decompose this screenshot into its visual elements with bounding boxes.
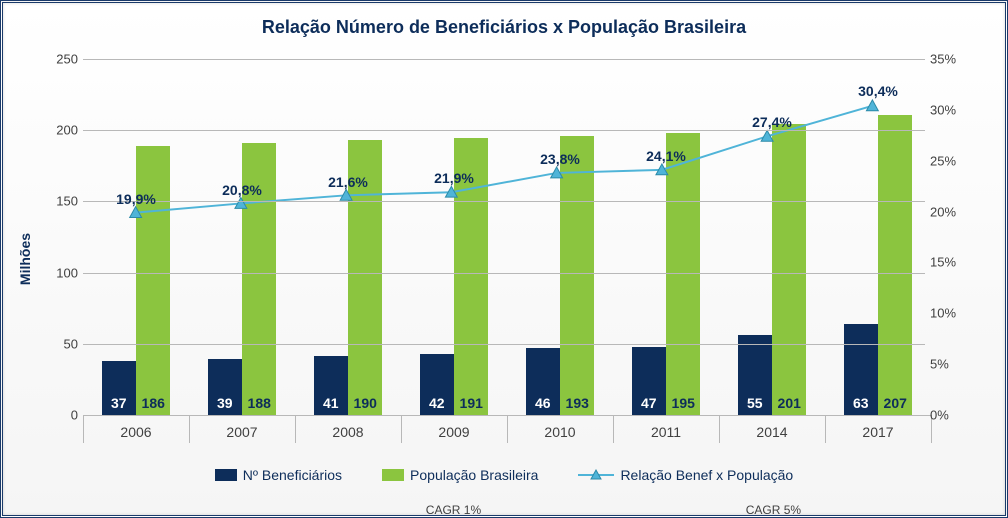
legend: Nº Beneficiários População Brasileira Re… xyxy=(83,467,925,483)
y1-axis-title: Milhões xyxy=(17,233,33,285)
line-value-label: 21,6% xyxy=(328,174,368,190)
legend-item-bar1: Nº Beneficiários xyxy=(215,467,342,483)
x-tick-label: 2014 xyxy=(719,415,825,440)
y2-tick-label: 30% xyxy=(930,102,980,117)
grid-line xyxy=(83,415,925,416)
y2-tick-label: 35% xyxy=(930,52,980,67)
chart-frame: Relação Número de Beneficiários x Popula… xyxy=(0,0,1008,518)
chart-title: Relação Número de Beneficiários x Popula… xyxy=(3,3,1005,44)
line-value-label: 23,8% xyxy=(540,151,580,167)
legend-item-bar2: População Brasileira xyxy=(382,467,538,483)
x-tick-label: 2010 xyxy=(507,415,613,440)
grid-line xyxy=(83,130,925,131)
x-tick-label: 2007 xyxy=(189,415,295,440)
y2-tick-label: 0% xyxy=(930,408,980,423)
grid-line xyxy=(83,201,925,202)
line-value-label: 20,8% xyxy=(222,182,262,198)
y1-tick-label: 250 xyxy=(38,52,78,67)
line-value-label: 27,4% xyxy=(752,114,792,130)
line-value-label: 19,9% xyxy=(116,191,156,207)
y1-tick-label: 50 xyxy=(38,336,78,351)
legend-swatch-line xyxy=(578,474,614,476)
x-tick-label: 2017 xyxy=(825,415,931,440)
y1-tick-label: 200 xyxy=(38,123,78,138)
plot-area: 3718620063918820074119020084219120094619… xyxy=(83,59,925,415)
y2-tick-label: 5% xyxy=(930,357,980,372)
legend-label-bar2: População Brasileira xyxy=(410,467,538,483)
line-value-label: 24,1% xyxy=(646,148,686,164)
triangle-icon xyxy=(866,100,878,111)
x-tick-label: 2009 xyxy=(401,415,507,440)
x-tick-label: 2008 xyxy=(295,415,401,440)
y1-tick-label: 0 xyxy=(38,408,78,423)
y2-tick-label: 15% xyxy=(930,255,980,270)
legend-swatch-bar1 xyxy=(215,469,237,481)
legend-label-bar1: Nº Beneficiários xyxy=(243,467,342,483)
x-tick-label: 2011 xyxy=(613,415,719,440)
legend-swatch-bar2 xyxy=(382,469,404,481)
legend-item-line: Relação Benef x População xyxy=(578,467,793,483)
y2-tick-label: 20% xyxy=(930,204,980,219)
triangle-icon xyxy=(590,469,602,481)
cagr-label: CAGR 5% xyxy=(746,503,801,517)
legend-label-line: Relação Benef x População xyxy=(620,467,793,483)
y1-tick-label: 150 xyxy=(38,194,78,209)
cagr-label: CAGR 1% xyxy=(426,503,481,517)
grid-line xyxy=(83,344,925,345)
line-value-label: 30,4% xyxy=(858,83,898,99)
y1-tick-label: 100 xyxy=(38,265,78,280)
line-value-label: 21,9% xyxy=(434,170,474,186)
x-tick-label: 2006 xyxy=(83,415,189,440)
y2-tick-label: 25% xyxy=(930,153,980,168)
y2-tick-label: 10% xyxy=(930,306,980,321)
grid-line xyxy=(83,59,925,60)
grid-line xyxy=(83,273,925,274)
line-layer xyxy=(83,59,925,415)
